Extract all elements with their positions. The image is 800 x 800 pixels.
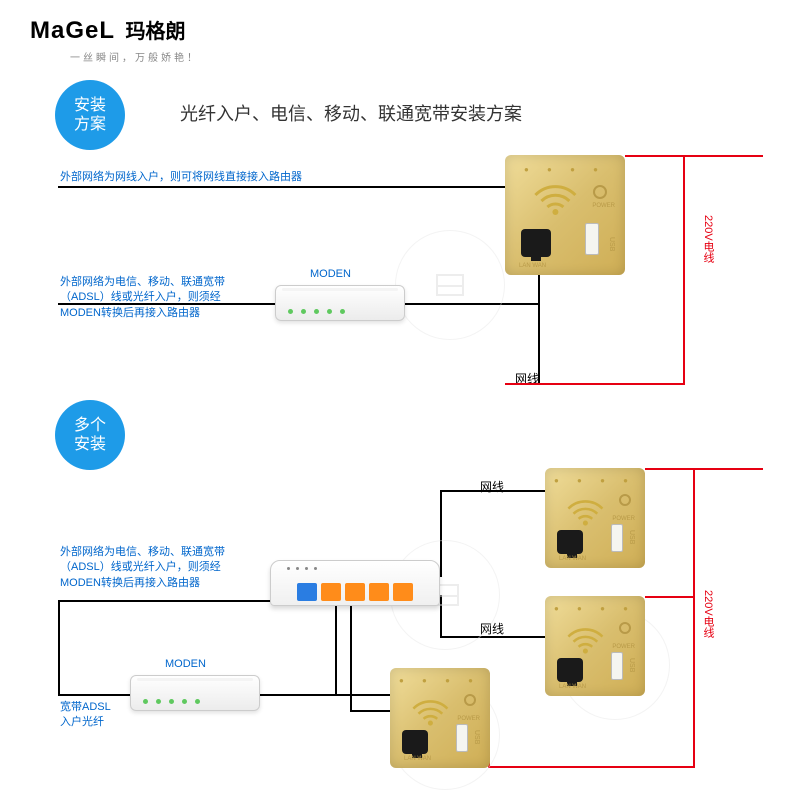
wifi-icon xyxy=(531,181,579,222)
brand-block: MaGeL 玛格朗 一丝瞬间，万般娇艳！ xyxy=(30,15,200,64)
label-moden-1: 外部网络为电信、移动、联通宽带（ADSL）线或光纤入户，则须经MODEN转换后再… xyxy=(60,275,225,321)
usb-port-icon xyxy=(611,652,623,680)
brand-en: MaGeL xyxy=(30,17,115,44)
power-button-icon xyxy=(464,694,476,706)
rj45-port-icon xyxy=(402,730,428,754)
power-button-icon xyxy=(593,185,607,199)
wall-router-panel-2: ● ● ● ● POWER LAN WAN USB xyxy=(545,468,645,568)
powerline-label-2: 220V电线 xyxy=(700,590,716,638)
ethernet-switch xyxy=(270,560,440,606)
badge-multi-install: 多个安装 xyxy=(55,400,125,470)
label-adsl: 宽带ADSL入户光纤 xyxy=(60,700,111,731)
label-moden-2: 外部网络为电信、移动、联通宽带（ADSL）线或光纤入户，则须经MODEN转换后再… xyxy=(60,545,225,591)
modem-label-2: MODEN xyxy=(165,658,206,670)
label-direct-line: 外部网络为网线入户，则可将网线直接接入路由器 xyxy=(60,170,302,185)
power-button-icon xyxy=(619,494,631,506)
netline-label-2: 网线 xyxy=(480,478,504,495)
wall-router-panel-4: ● ● ● ● POWER LAN WAN USB xyxy=(390,668,490,768)
wifi-icon xyxy=(561,622,609,663)
wall-router-panel-3: ● ● ● ● POWER LAN WAN USB xyxy=(545,596,645,696)
wifi-icon xyxy=(561,494,609,535)
rj45-port-icon xyxy=(557,658,583,682)
brand-cn: 玛格朗 xyxy=(125,21,185,43)
wall-router-panel-1: ● ● ● ● POWER LAN WAN USB xyxy=(505,155,625,275)
brand-slogan: 一丝瞬间，万般娇艳！ xyxy=(70,49,200,64)
modem-1 xyxy=(275,285,405,321)
rj45-port-icon xyxy=(557,530,583,554)
powerline-label-1: 220V电线 xyxy=(700,215,716,263)
usb-port-icon xyxy=(611,524,623,552)
modem-2 xyxy=(130,675,260,711)
wifi-icon xyxy=(406,694,454,735)
diagram-heading: 光纤入户、电信、移动、联通宽带安装方案 xyxy=(180,100,522,126)
usb-port-icon xyxy=(456,724,468,752)
modem-label-1: MODEN xyxy=(310,268,351,280)
rj45-port-icon xyxy=(521,229,551,257)
badge-install-plan: 安装方案 xyxy=(55,80,125,150)
power-button-icon xyxy=(619,622,631,634)
usb-port-icon xyxy=(585,223,599,255)
